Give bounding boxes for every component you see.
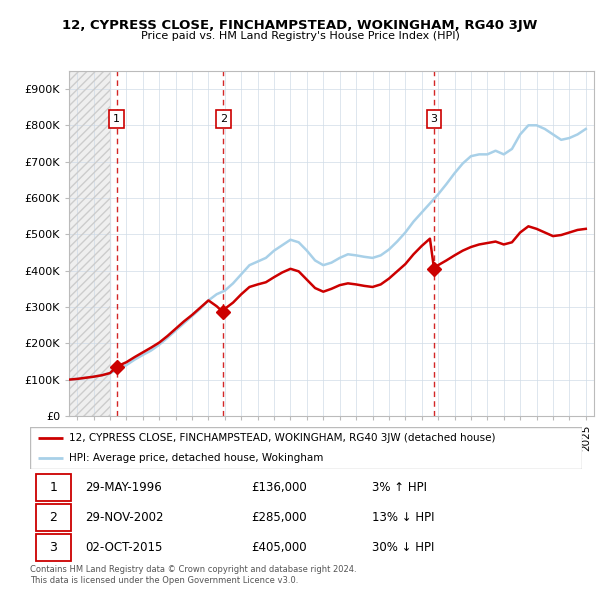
FancyBboxPatch shape [35, 504, 71, 531]
Text: 12, CYPRESS CLOSE, FINCHAMPSTEAD, WOKINGHAM, RG40 3JW: 12, CYPRESS CLOSE, FINCHAMPSTEAD, WOKING… [62, 19, 538, 32]
Text: 13% ↓ HPI: 13% ↓ HPI [372, 511, 435, 524]
Text: 3% ↑ HPI: 3% ↑ HPI [372, 481, 427, 494]
Text: £405,000: £405,000 [251, 541, 307, 554]
Text: 02-OCT-2015: 02-OCT-2015 [85, 541, 163, 554]
Text: 12, CYPRESS CLOSE, FINCHAMPSTEAD, WOKINGHAM, RG40 3JW (detached house): 12, CYPRESS CLOSE, FINCHAMPSTEAD, WOKING… [68, 434, 495, 444]
Text: 29-MAY-1996: 29-MAY-1996 [85, 481, 162, 494]
Text: HPI: Average price, detached house, Wokingham: HPI: Average price, detached house, Woki… [68, 454, 323, 463]
Text: £285,000: £285,000 [251, 511, 307, 524]
Text: 3: 3 [431, 114, 437, 124]
Bar [69, 71, 110, 416]
Bar [69, 71, 110, 416]
FancyBboxPatch shape [35, 535, 71, 560]
Text: 1: 1 [113, 114, 120, 124]
Text: 30% ↓ HPI: 30% ↓ HPI [372, 541, 434, 554]
Text: 29-NOV-2002: 29-NOV-2002 [85, 511, 164, 524]
Text: Contains HM Land Registry data © Crown copyright and database right 2024.
This d: Contains HM Land Registry data © Crown c… [30, 565, 356, 585]
Text: 2: 2 [50, 511, 58, 524]
Text: 2: 2 [220, 114, 227, 124]
Text: Price paid vs. HM Land Registry's House Price Index (HPI): Price paid vs. HM Land Registry's House … [140, 31, 460, 41]
Text: 1: 1 [50, 481, 58, 494]
Text: 3: 3 [50, 541, 58, 554]
FancyBboxPatch shape [35, 474, 71, 500]
FancyBboxPatch shape [30, 427, 582, 469]
Text: £136,000: £136,000 [251, 481, 307, 494]
